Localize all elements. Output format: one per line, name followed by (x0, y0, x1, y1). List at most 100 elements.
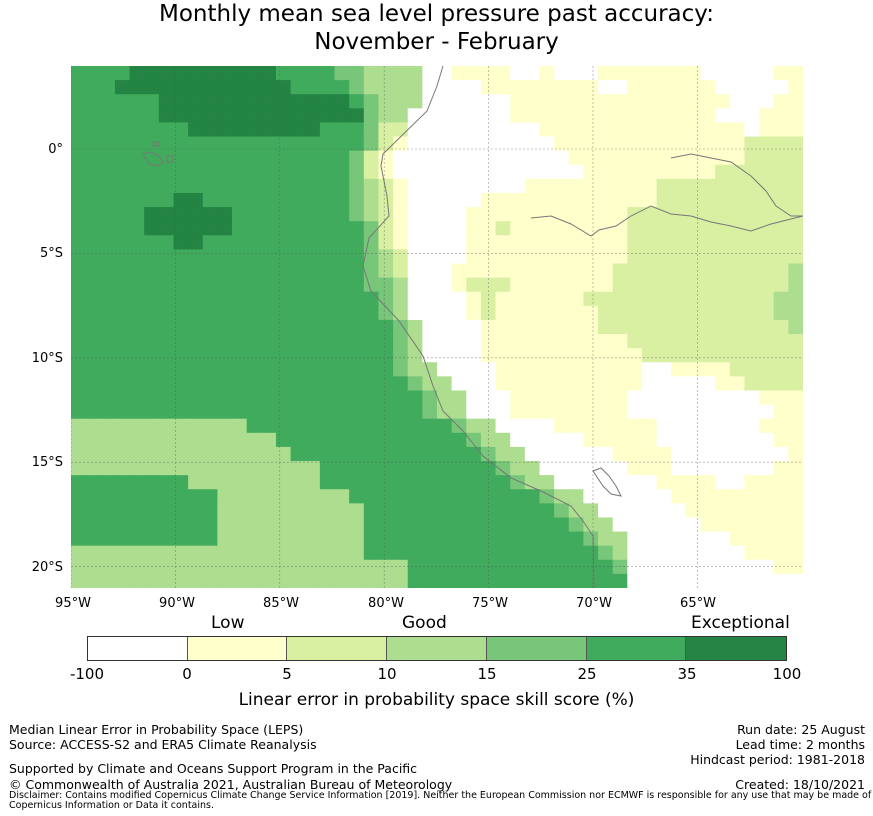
map-cell (759, 164, 775, 180)
map-cell (744, 291, 760, 307)
map-cell (261, 150, 277, 166)
map-cell (202, 94, 218, 109)
map-cell (305, 150, 321, 166)
map-cell (349, 461, 365, 476)
map-cell (173, 531, 189, 547)
map-cell (437, 461, 453, 476)
map-cell (188, 66, 204, 81)
map-cell (539, 108, 555, 124)
map-cell (217, 446, 233, 462)
map-cell (363, 150, 380, 166)
map-cell (656, 404, 672, 420)
map-cell (275, 404, 292, 420)
map-cell (188, 94, 204, 109)
map-cell (422, 461, 438, 476)
map-cell (656, 108, 672, 124)
map-cell (188, 545, 204, 561)
map-cell (539, 192, 555, 208)
map-cell (466, 432, 482, 448)
map-cell (393, 263, 409, 279)
map-cell (71, 291, 87, 307)
map-cell (466, 207, 482, 222)
map-cell (378, 263, 394, 279)
map-cell (275, 545, 292, 561)
map-cell (85, 66, 101, 81)
map-cell (261, 545, 277, 561)
map-cell (100, 192, 116, 208)
map-cell (85, 517, 101, 533)
map-cell (188, 573, 204, 588)
map-cell (583, 178, 599, 194)
map-cell (290, 263, 306, 279)
map-cell (539, 559, 555, 575)
map-cell (627, 418, 643, 434)
map-cell (114, 122, 131, 138)
map-cell (232, 66, 248, 81)
map-cell (378, 122, 394, 138)
map-cell (407, 446, 423, 462)
map-cell (232, 573, 248, 588)
colorbar-tick: 25 (577, 665, 597, 683)
map-cell (202, 178, 218, 194)
map-cell (788, 164, 803, 180)
map-cell (437, 136, 453, 152)
map-cell (715, 461, 731, 476)
map-cell (71, 390, 87, 406)
disclaimer-line-1: Disclaimer: Contains modified Copernicus… (9, 790, 873, 801)
map-cell (261, 475, 277, 490)
map-cell (158, 334, 175, 349)
map-cell (671, 221, 687, 236)
map-cell (685, 249, 702, 265)
map-cell (422, 418, 438, 434)
map-cell (495, 235, 511, 251)
map-cell (246, 348, 262, 363)
map-cell (685, 362, 702, 377)
map-cell (202, 517, 218, 533)
map-cell (510, 80, 526, 95)
map-cell (349, 305, 365, 321)
map-cell (144, 390, 160, 406)
map-cell (71, 461, 87, 476)
map-cell (261, 108, 277, 124)
map-cell (349, 136, 365, 152)
map-cell (671, 291, 687, 307)
map-cell (290, 122, 306, 138)
map-cell (217, 376, 233, 392)
map-cell (246, 235, 262, 251)
map-cell (407, 122, 423, 138)
map-cell (700, 517, 716, 533)
map-cell (568, 249, 584, 265)
map-cell (173, 277, 189, 293)
map-cell (773, 277, 789, 293)
map-cell (773, 192, 789, 208)
map-cell (656, 305, 672, 321)
map-cell (144, 489, 160, 504)
map-cell (422, 348, 438, 363)
map-cell (437, 221, 453, 236)
map-cell (305, 461, 321, 476)
map-cell (85, 291, 101, 307)
map-cell (114, 489, 131, 504)
map-cell (759, 489, 775, 504)
map-cell (202, 531, 218, 547)
map-cell (495, 573, 511, 588)
map-cell (583, 390, 599, 406)
map-cell (334, 207, 350, 222)
map-cell (363, 503, 380, 519)
map-cell (524, 178, 541, 194)
map-cell (685, 235, 702, 251)
map-cell (275, 80, 292, 95)
map-cell (759, 390, 775, 406)
map-cell (217, 150, 233, 166)
map-cell (685, 122, 702, 138)
map-cell (173, 418, 189, 434)
map-cell (246, 221, 262, 236)
map-cell (349, 545, 365, 561)
map-cell (305, 66, 321, 81)
map-cell (261, 221, 277, 236)
map-cell (217, 122, 233, 138)
map-cell (510, 94, 526, 109)
map-cell (71, 559, 87, 575)
map-cell (363, 348, 380, 363)
map-cell (788, 531, 803, 547)
